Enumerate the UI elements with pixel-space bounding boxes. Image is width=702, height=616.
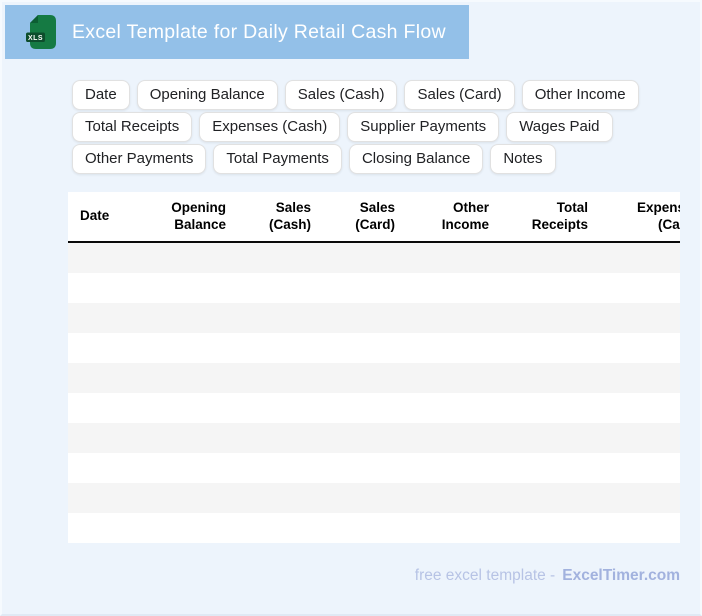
table-row <box>68 393 680 423</box>
footer-brand-link[interactable]: ExcelTimer.com <box>562 567 680 584</box>
tag-chip-other-payments[interactable]: Other Payments <box>72 144 207 174</box>
spreadsheet-preview: Date Opening Balance Sales (Cash) Sales (Ca… <box>68 192 680 543</box>
xls-icon-label: XLS <box>28 35 43 42</box>
table-body <box>68 243 680 543</box>
table-row <box>68 303 680 333</box>
column-header-expenses-cash: Expenses(Cash) <box>598 192 680 241</box>
column-header-line: Date <box>80 208 110 224</box>
field-tag-list: Date Opening Balance Sales (Cash) Sales … <box>72 80 639 176</box>
column-header-date: Date <box>68 192 148 241</box>
tag-row-2: Total Receipts Expenses (Cash) Supplier … <box>72 112 639 142</box>
column-header-line: Balance <box>174 216 226 232</box>
table-row <box>68 363 680 393</box>
column-header-line: (Cash) <box>657 216 680 232</box>
tag-row-1: Date Opening Balance Sales (Cash) Sales … <box>72 80 639 110</box>
xls-file-icon: XLS <box>26 15 56 49</box>
xls-badge <box>26 32 45 42</box>
column-header-line: Expenses <box>636 200 680 215</box>
footer-label: free excel template - <box>414 567 556 584</box>
tag-chip-wages-paid[interactable]: Wages Paid <box>506 112 613 142</box>
column-header-line: (Cash) <box>268 216 311 232</box>
tag-row-3: Other Payments Total Payments Closing Ba… <box>72 144 639 174</box>
tag-chip-other-income[interactable]: Other Income <box>521 80 639 110</box>
column-header-other-income: Other Income <box>405 192 499 241</box>
table-header-row: Date Opening Balance Sales (Cash) Sales (Ca… <box>68 192 680 243</box>
column-header-line: Sales <box>359 200 395 215</box>
table-row <box>68 243 680 273</box>
table-row <box>68 423 680 453</box>
tag-chip-date[interactable]: Date <box>72 80 130 110</box>
tag-chip-expenses-cash[interactable]: Expenses (Cash) <box>199 112 341 142</box>
column-header-line: Other <box>452 200 489 215</box>
column-header-total-receipts: Total Receipts <box>499 192 598 241</box>
column-header-line: Sales <box>275 200 311 215</box>
tag-chip-total-payments[interactable]: Total Payments <box>213 144 342 174</box>
tag-chip-total-receipts[interactable]: Total Receipts <box>72 112 193 142</box>
column-header-line: Opening <box>171 200 226 215</box>
footer-attribution: free excel template - ExcelTimer.com <box>415 567 680 585</box>
column-header-opening-balance: Opening Balance <box>148 192 236 241</box>
column-header-line: Total <box>556 200 588 215</box>
header-bar: XLS Excel Template for Daily Retail Cash… <box>5 5 469 59</box>
table-row <box>68 513 680 543</box>
table-row <box>68 273 680 303</box>
tag-chip-sales-card[interactable]: Sales (Card) <box>404 80 515 110</box>
column-header-line: Income <box>441 216 489 232</box>
tag-chip-supplier-payments[interactable]: Supplier Payments <box>347 112 500 142</box>
xls-doc-fold <box>30 15 38 23</box>
table-row <box>68 333 680 363</box>
table-row <box>68 483 680 513</box>
tag-chip-opening-balance[interactable]: Opening Balance <box>136 80 278 110</box>
column-header-line: (Card) <box>355 216 395 232</box>
table-row <box>68 453 680 483</box>
column-header-sales-card: Sales (Card) <box>321 192 405 241</box>
tag-chip-sales-cash[interactable]: Sales (Cash) <box>284 80 398 110</box>
column-header-line: Receipts <box>531 216 588 232</box>
tag-chip-closing-balance[interactable]: Closing Balance <box>348 144 484 174</box>
column-header-sales-cash: Sales (Cash) <box>236 192 321 241</box>
page-title: Excel Template for Daily Retail Cash Flo… <box>72 20 446 43</box>
tag-chip-notes[interactable]: Notes <box>490 144 556 174</box>
